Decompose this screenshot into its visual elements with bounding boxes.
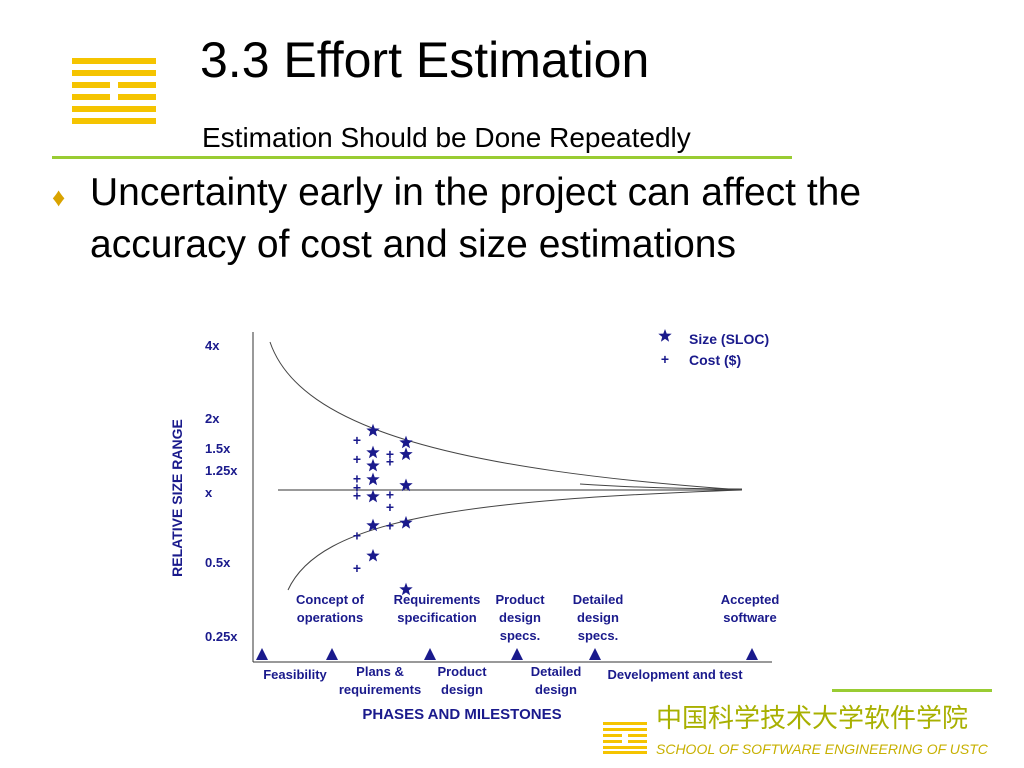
y-axis-title: RELATIVE SIZE RANGE (169, 419, 185, 577)
cost-point-plus: + (353, 560, 361, 576)
milestone-triangle (326, 648, 338, 660)
y-tick-label: 0.25x (205, 629, 238, 644)
cost-point-plus: + (353, 488, 361, 504)
y-tick-label: x (205, 485, 213, 500)
size-point-star (399, 447, 413, 461)
phase-label: Plans & requirements (339, 664, 421, 697)
y-tick-label: 1.25x (205, 463, 238, 478)
upper-envelope-curve (269, 341, 743, 491)
footer-divider (832, 689, 992, 692)
lower-envelope-curve (287, 489, 743, 591)
y-tick-label: 2x (205, 411, 220, 426)
footer-logo-icon (603, 722, 647, 754)
diamond-bullet-icon: ♦ (52, 182, 66, 212)
upper-envelope-tail (579, 483, 743, 490)
cost-point-plus: + (386, 499, 394, 515)
cost-point-plus: + (353, 451, 361, 467)
size-point-star (366, 445, 380, 459)
legend-label-size: Size (SLOC) (689, 331, 769, 347)
legend-star-icon (658, 329, 672, 342)
cost-point-plus: + (353, 479, 361, 495)
milestone-triangle (256, 648, 268, 660)
y-tick-label: 0.5x (205, 555, 231, 570)
size-point-star (399, 478, 413, 492)
size-point-star (399, 582, 413, 596)
milestone-label: Product design specs. (495, 592, 545, 643)
cost-point-plus: + (386, 446, 394, 462)
size-point-star (366, 423, 380, 437)
bullet-text: Uncertainty early in the project can aff… (90, 171, 862, 266)
slide-title: 3.3 Effort Estimation (200, 32, 650, 88)
cost-point-plus: + (386, 487, 394, 503)
size-point-star (399, 515, 413, 529)
milestone-triangle (589, 648, 601, 660)
milestone-triangle (511, 648, 523, 660)
legend-label-cost: Cost ($) (689, 352, 741, 368)
cost-point-plus: + (353, 471, 361, 487)
y-tick-label: 4x (205, 338, 220, 353)
phase-label: Detailed design (531, 664, 582, 697)
milestone-triangle (424, 648, 436, 660)
school-logo-icon (72, 58, 156, 124)
size-point-star (366, 518, 380, 532)
legend-plus-icon: + (661, 351, 669, 367)
size-point-star (366, 458, 380, 472)
cost-point-plus: + (386, 518, 394, 534)
milestone-label: Requirements specification (394, 592, 481, 625)
cost-point-plus: + (353, 432, 361, 448)
title-divider (52, 156, 792, 159)
cost-point-plus: + (353, 528, 361, 544)
x-axis-title: PHASES AND MILESTONES (362, 706, 561, 723)
phase-label: Development and test (607, 667, 743, 682)
milestone-label: Detailed design specs. (573, 592, 624, 643)
size-point-star (366, 548, 380, 562)
footer-chinese-name: 中国科学技术大学软件学院 (656, 704, 969, 734)
milestone-label: Concept of operations (296, 592, 365, 625)
slide-subtitle: Estimation Should be Done Repeatedly (202, 122, 691, 153)
size-point-star (399, 435, 413, 449)
cost-point-plus: + (386, 454, 394, 470)
footer-english-name: SCHOOL OF SOFTWARE ENGINEERING OF USTC (656, 741, 988, 757)
y-tick-label: 1.5x (205, 441, 231, 456)
milestone-label: Accepted software (721, 592, 780, 625)
milestone-triangle (746, 648, 758, 660)
size-point-star (366, 472, 380, 486)
phase-label: Feasibility (263, 667, 327, 682)
phase-label: Product design (437, 664, 487, 697)
size-point-star (366, 489, 380, 503)
